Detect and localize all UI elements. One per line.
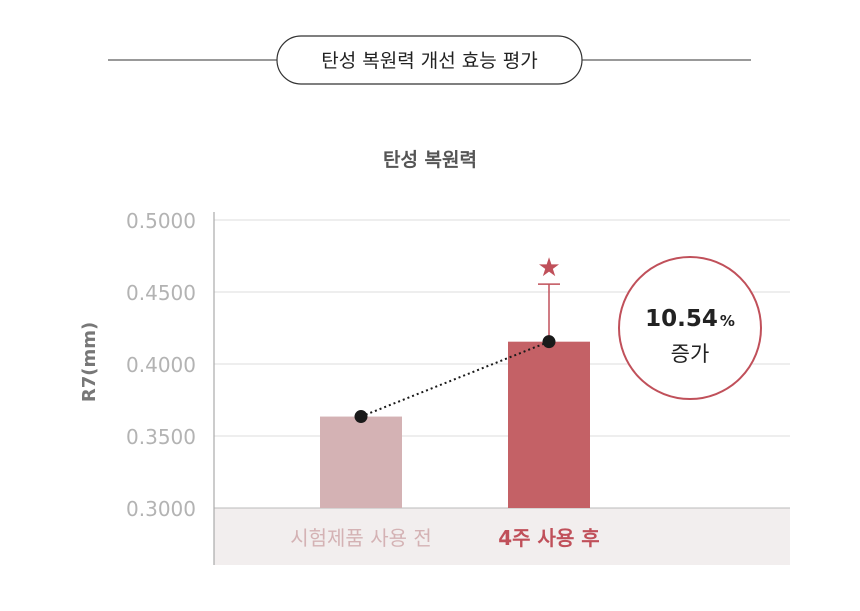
callout-value: 10.54% [645,306,735,332]
trend-dotted-line [360,340,550,418]
x-axis-band-fill [214,508,790,565]
bar [508,341,590,508]
bars [320,341,590,508]
callout-label: 증가 [671,342,710,366]
data-point [542,335,556,349]
x-tick-labels: 시험제품 사용 전 4주 사용 후 [290,526,599,550]
change-callout: 10.54% 증가 [618,256,762,400]
callout-number: 10.54 [645,306,718,332]
trend-line [354,335,556,424]
callout-unit: % [720,312,735,330]
y-tick-label: 0.3000 [126,497,196,521]
y-axis-label: R7(mm) [79,322,100,402]
y-tick-label: 0.3500 [126,425,196,449]
x-tick-label: 4주 사용 후 [498,526,599,550]
x-axis-band [214,508,790,565]
y-tick-label: 0.4000 [126,353,196,377]
data-point [354,410,368,424]
header-title: 탄성 복원력 개선 효능 평가 [321,50,537,72]
bar [320,416,402,508]
header-banner: 탄성 복원력 개선 효능 평가 [108,35,751,85]
y-tick-label: 0.5000 [126,209,196,233]
error-bars: ★ [537,253,561,342]
x-tick-label: 시험제품 사용 전 [290,526,432,550]
header-pill [276,35,583,85]
y-tick-label: 0.4500 [126,281,196,305]
callout-circle [618,256,762,400]
significance-star: ★ [537,253,560,283]
y-tick-labels: 0.3000 0.3500 0.4000 0.4500 0.5000 [126,209,196,521]
grid-lines [213,212,790,565]
chart-title: 탄성 복원력 [383,149,477,171]
